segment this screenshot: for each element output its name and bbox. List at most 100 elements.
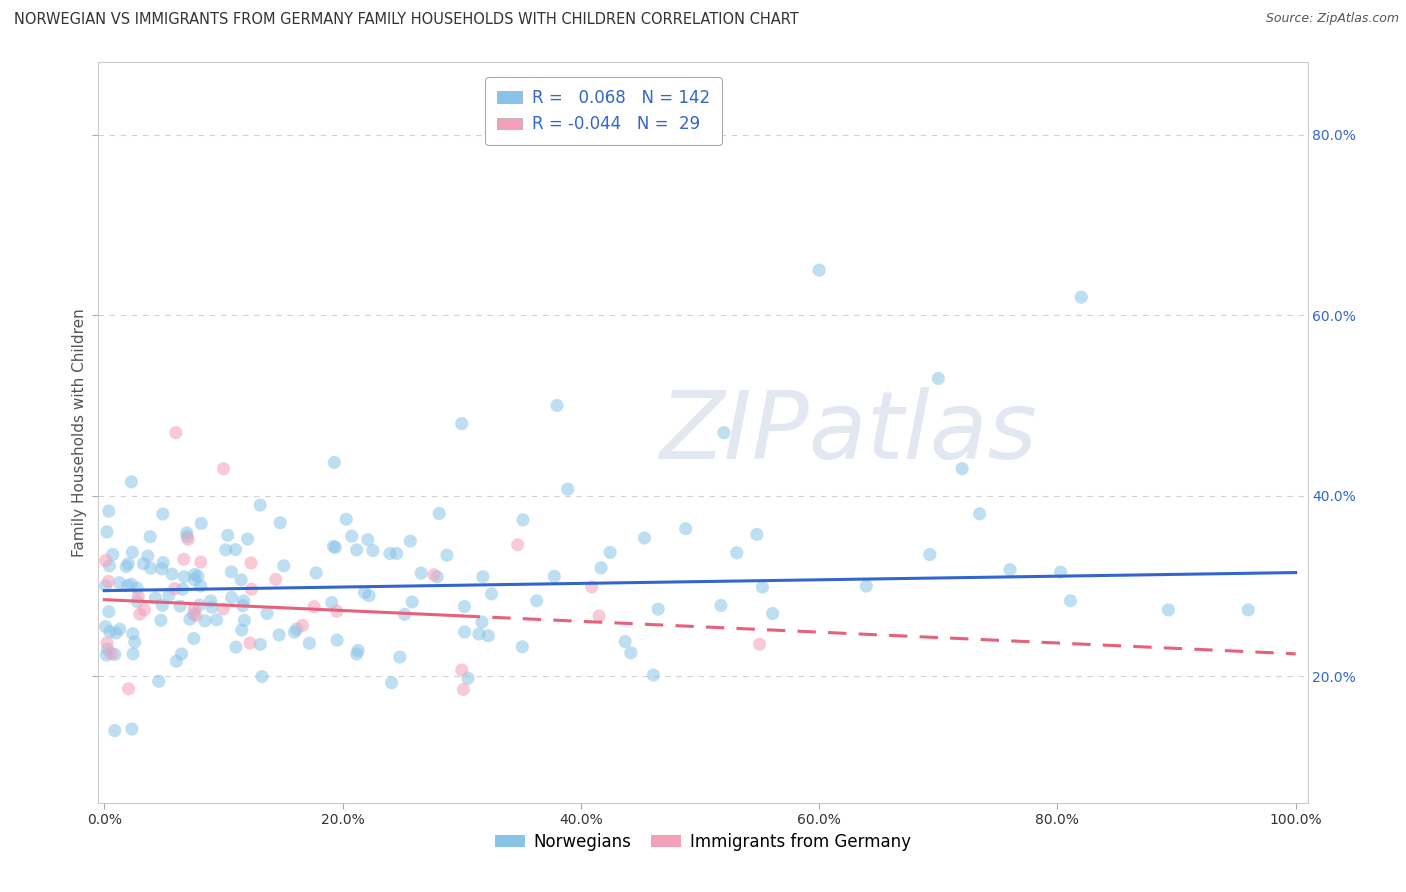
Point (169, 599, 191, 614)
Point (1049, 565, 1071, 579)
Point (713, 425, 735, 440)
Point (121, 545, 143, 559)
Point (633, 531, 655, 545)
Point (190, 579, 212, 593)
Point (105, 626, 128, 640)
Point (148, 674, 170, 689)
Point (231, 573, 253, 587)
Point (285, 622, 308, 636)
Point (94, 579, 117, 593)
Point (121, 722, 143, 736)
Point (117, 681, 139, 696)
Point (725, 546, 748, 560)
Point (240, 582, 263, 597)
Point (346, 542, 368, 557)
Point (378, 546, 401, 560)
Point (298, 636, 321, 650)
Point (453, 599, 475, 614)
Point (157, 588, 180, 602)
Point (127, 590, 149, 604)
Point (399, 534, 422, 549)
Point (98, 624, 121, 639)
Point (97, 574, 120, 589)
Point (139, 530, 162, 544)
Point (104, 723, 127, 738)
Point (183, 567, 205, 582)
Point (643, 668, 665, 682)
Point (128, 607, 150, 622)
Point (97, 504, 120, 518)
Point (183, 602, 205, 616)
Point (150, 599, 173, 613)
Point (225, 542, 247, 557)
Point (221, 591, 243, 605)
Point (188, 598, 211, 612)
Point (510, 640, 533, 654)
Point (221, 565, 243, 579)
Point (124, 635, 146, 649)
Point (127, 594, 149, 608)
Point (357, 589, 380, 603)
Point (176, 530, 198, 544)
Point (215, 542, 238, 557)
Point (675, 522, 697, 536)
Point (1237, 603, 1260, 617)
Point (581, 580, 603, 594)
Point (98, 558, 121, 573)
Point (927, 371, 949, 385)
Point (457, 671, 479, 685)
Point (326, 633, 349, 648)
Point (163, 582, 186, 596)
Point (152, 556, 174, 570)
Point (239, 636, 262, 650)
Point (233, 614, 256, 628)
Point (212, 602, 235, 616)
Point (236, 532, 259, 546)
Point (453, 624, 475, 639)
Point (200, 594, 222, 608)
Point (173, 552, 195, 566)
Point (326, 604, 349, 618)
Point (436, 548, 458, 562)
Point (357, 533, 380, 547)
Point (614, 634, 637, 648)
Point (127, 581, 149, 595)
Point (588, 609, 610, 624)
Point (401, 595, 423, 609)
Point (149, 613, 172, 627)
Point (305, 566, 328, 580)
Point (184, 608, 207, 623)
Point (335, 512, 357, 526)
Point (323, 455, 346, 469)
Point (557, 482, 579, 496)
Point (250, 670, 273, 684)
Point (269, 628, 291, 642)
Point (225, 640, 247, 655)
Point (96, 636, 118, 650)
Point (120, 475, 142, 489)
Point (201, 600, 224, 615)
Point (427, 507, 450, 521)
Point (101, 548, 124, 562)
Point (453, 682, 475, 697)
Point (745, 527, 768, 541)
Point (256, 607, 278, 621)
Point (322, 540, 344, 554)
Y-axis label: Family Households with Children: Family Households with Children (72, 309, 87, 557)
Point (426, 570, 449, 584)
Point (217, 528, 239, 542)
Point (94, 553, 117, 567)
Point (323, 541, 346, 555)
Point (394, 607, 416, 622)
Point (347, 643, 370, 657)
Text: Source: ZipAtlas.com: Source: ZipAtlas.com (1265, 12, 1399, 25)
Point (152, 507, 174, 521)
Point (165, 425, 187, 440)
Point (808, 263, 831, 277)
Point (291, 618, 314, 632)
Point (283, 625, 305, 640)
Point (762, 607, 785, 621)
Point (249, 498, 271, 512)
Point (855, 579, 877, 593)
Point (411, 566, 433, 581)
